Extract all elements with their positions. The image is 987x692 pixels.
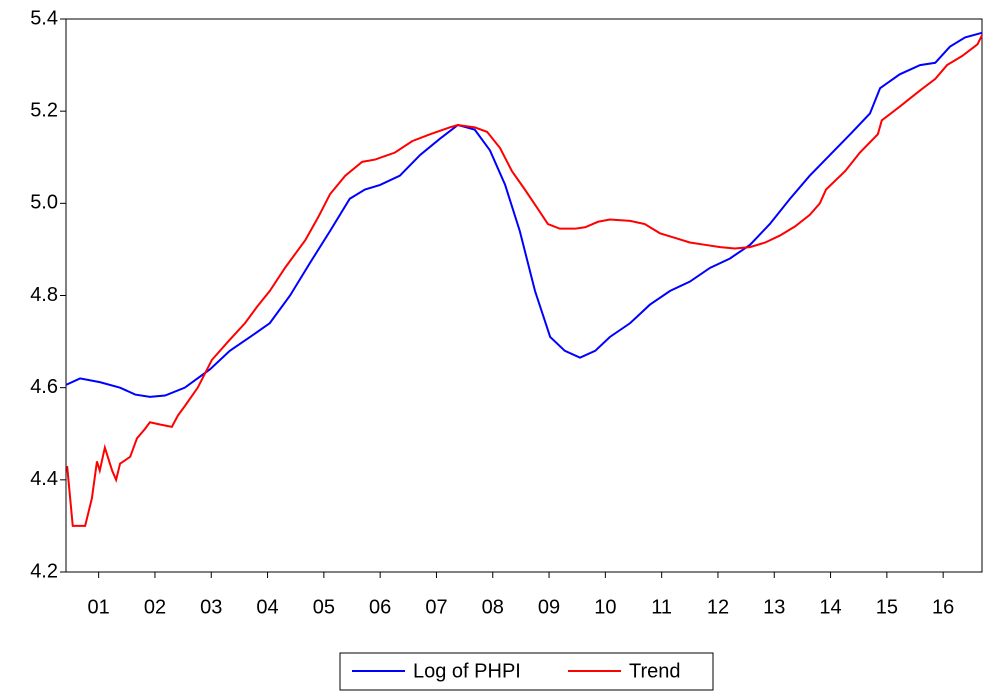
- y-tick-label: 5.4: [30, 7, 58, 29]
- series-line: [65, 31, 983, 398]
- x-tick-label: 02: [144, 596, 166, 618]
- x-tick-label: 12: [707, 596, 729, 618]
- plot-frame: [65, 18, 983, 573]
- x-tick-label: 13: [763, 596, 785, 618]
- legend-label: Log of PHPI: [413, 660, 521, 682]
- y-tick-label: 4.2: [30, 560, 58, 582]
- legend-label: Trend: [629, 660, 681, 682]
- x-tick-label: 05: [313, 596, 335, 618]
- x-tick-label: 03: [200, 596, 222, 618]
- y-tick-label: 5.2: [30, 99, 58, 121]
- x-tick-label: 01: [88, 596, 110, 618]
- x-tick-label: 10: [594, 596, 616, 618]
- x-tick-label: 16: [932, 596, 954, 618]
- x-tick-label: 04: [256, 596, 278, 618]
- y-tick-label: 4.8: [30, 284, 58, 306]
- y-tick-label: 4.6: [30, 376, 58, 398]
- y-tick-label: 5.0: [30, 192, 58, 214]
- x-tick-label: 11: [651, 596, 672, 618]
- x-tick-label: 08: [482, 596, 504, 618]
- x-tick-label: 06: [369, 596, 391, 618]
- x-tick-label: 09: [538, 596, 560, 618]
- x-tick-label: 14: [819, 596, 841, 618]
- series-line: [66, 34, 983, 527]
- y-tick-label: 4.4: [30, 468, 58, 490]
- x-tick-label: 07: [425, 596, 447, 618]
- x-tick-label: 15: [876, 596, 898, 618]
